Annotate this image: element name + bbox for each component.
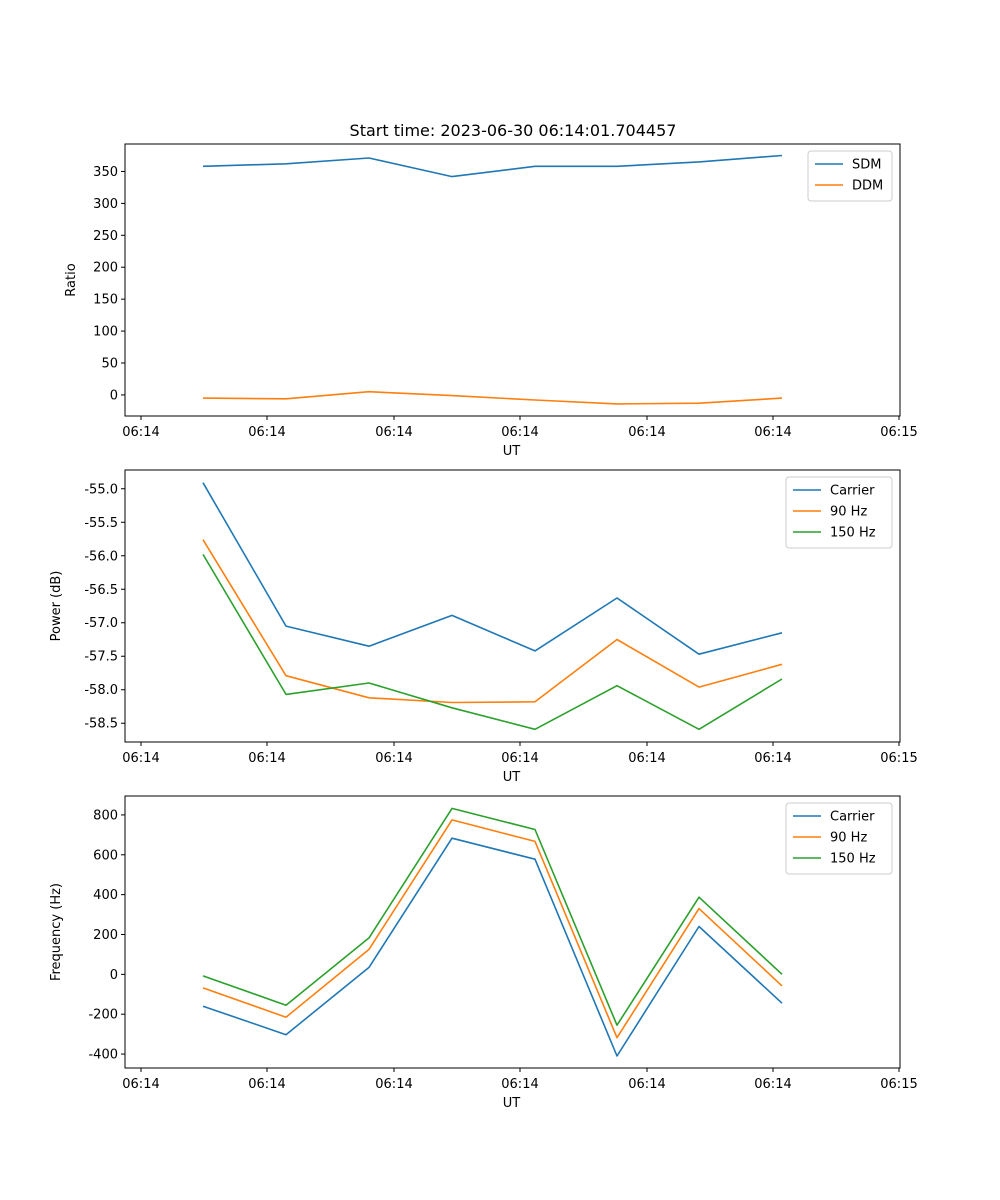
y-tick-label: -57.5 — [84, 650, 118, 665]
subplot-2: -55.0 -55.5 -56.0 -56.5 -57.0 -57.5 -58.0 -58.5… — [49, 469, 918, 785]
y-tick-label: 200 — [93, 928, 118, 943]
y-tick-label: -55.5 — [84, 516, 118, 531]
x-tick-label: 06:14 — [628, 1077, 665, 1092]
y-tick-label: 800 — [93, 808, 118, 823]
x-tick-label: 06:14 — [248, 751, 285, 766]
y-tick-label: 350 — [93, 165, 118, 180]
y-tick-label: 150 — [93, 293, 118, 308]
y-tick-label: -57.0 — [84, 616, 118, 631]
x-tick-label: 06:14 — [375, 751, 412, 766]
x-tick-label: 06:14 — [754, 751, 791, 766]
y-tick-label: -58.5 — [84, 717, 118, 732]
x-tick-label: 06:14 — [122, 751, 159, 766]
axes-frame — [124, 795, 901, 1069]
legend-label: 150 Hz — [830, 852, 876, 867]
axes-frame — [124, 143, 901, 417]
x-tick-label: 06:14 — [628, 425, 665, 440]
x-tick-label: 06:15 — [880, 425, 917, 440]
y-tick-label: 100 — [93, 325, 118, 340]
series-line-150-hz — [202, 807, 783, 1026]
y-tick-label: -55.0 — [84, 482, 118, 497]
y-tick-label: -56.0 — [84, 549, 118, 564]
y-tick-label: 0 — [110, 968, 118, 983]
x-tick-label: 06:14 — [375, 425, 412, 440]
series-line-sdm — [202, 154, 783, 178]
y-tick-label: -58.0 — [84, 683, 118, 698]
y-axis-label: Power (dB) — [49, 571, 64, 642]
x-axis-label: UT — [503, 1096, 521, 1111]
x-tick-label: 06:14 — [628, 751, 665, 766]
legend-label: Carrier — [830, 810, 875, 825]
legend: Carrier 90 Hz 150 Hz — [785, 476, 893, 549]
y-tick-label: 250 — [93, 229, 118, 244]
x-tick-label: 06:15 — [880, 1077, 917, 1092]
x-tick-label: 06:14 — [248, 1077, 285, 1092]
x-tick-label: 06:14 — [501, 425, 538, 440]
figure-title: Start time: 2023-06-30 06:14:01.704457 — [350, 121, 677, 140]
series-line-90-hz — [202, 539, 783, 704]
y-axis-label: Ratio — [64, 263, 79, 296]
series-line-90-hz — [202, 819, 783, 1039]
series-line-carrier — [202, 837, 783, 1057]
legend: Carrier 90 Hz 150 Hz — [785, 802, 893, 875]
x-tick-label: 06:14 — [501, 751, 538, 766]
y-tick-label: 50 — [101, 357, 118, 372]
x-tick-label: 06:14 — [375, 1077, 412, 1092]
y-tick-label: 300 — [93, 197, 118, 212]
y-tick-label: 400 — [93, 888, 118, 903]
x-tick-label: 06:14 — [754, 1077, 791, 1092]
x-tick-label: 06:14 — [122, 1077, 159, 1092]
legend: SDM DDM — [807, 150, 893, 202]
x-axis-label: UT — [503, 770, 521, 785]
x-tick-label: 06:14 — [248, 425, 285, 440]
legend-label: DDM — [852, 179, 883, 194]
x-tick-label: 06:15 — [880, 751, 917, 766]
legend-label: 150 Hz — [830, 526, 876, 541]
series-line-ddm — [202, 390, 783, 405]
y-tick-label: -400 — [88, 1048, 118, 1063]
y-tick-label: -200 — [88, 1008, 118, 1023]
x-axis-label: UT — [503, 444, 521, 459]
y-tick-label: -56.5 — [84, 583, 118, 598]
x-tick-label: 06:14 — [122, 425, 159, 440]
legend-label: SDM — [852, 158, 881, 173]
subplot-1: 0 50 100 150 200 250 300 350 06:14 06:14 06:14 06:1… — [64, 143, 918, 459]
legend-label: 90 Hz — [830, 831, 867, 846]
legend-box — [785, 802, 893, 875]
legend-box — [785, 476, 893, 549]
legend-label: Carrier — [830, 484, 875, 499]
y-axis-label: Frequency (Hz) — [49, 883, 64, 981]
series-line-carrier — [202, 482, 783, 656]
legend-label: 90 Hz — [830, 505, 867, 520]
y-tick-label: 200 — [93, 261, 118, 276]
x-tick-label: 06:14 — [754, 425, 791, 440]
y-tick-label: 0 — [110, 388, 118, 403]
y-tick-label: 600 — [93, 848, 118, 863]
x-tick-label: 06:14 — [501, 1077, 538, 1092]
series-line-150-hz — [202, 553, 783, 731]
axes-frame — [124, 469, 901, 743]
subplot-3: -400 -200 0 200 400 600 800 06:14 06:14 06:14 06:1… — [49, 795, 918, 1111]
